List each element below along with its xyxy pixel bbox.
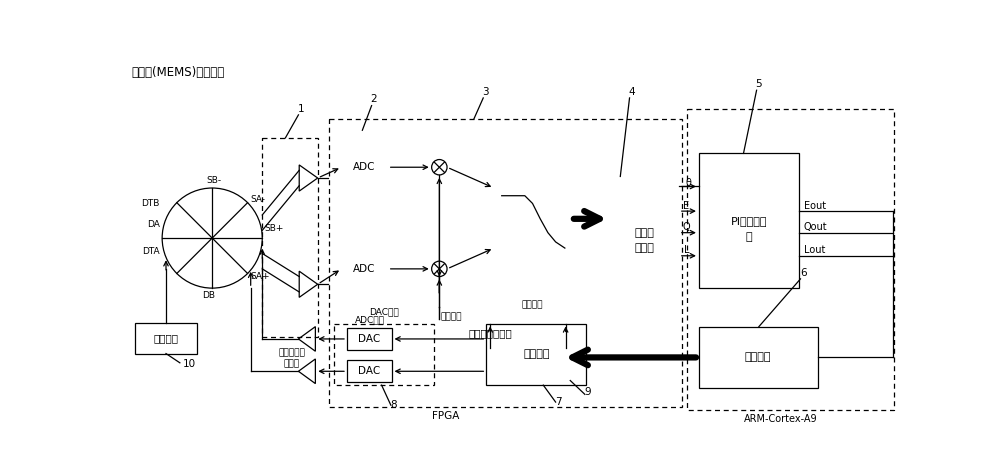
Text: E: E [683,201,690,211]
Bar [415,130,489,307]
Bar [347,360,392,382]
Text: ARM-Cortex-A9: ARM-Cortex-A9 [744,415,817,425]
Bar [135,323,197,354]
Text: 参数计: 参数计 [634,228,654,238]
Text: 坐标转换: 坐标转换 [745,352,771,362]
Text: SB-: SB- [206,176,221,185]
Text: ADC: ADC [353,264,376,274]
Text: FPGA: FPGA [432,411,459,421]
Text: SA-: SA- [250,195,265,204]
Text: DTA: DTA [142,248,160,257]
Bar [494,143,571,296]
Bar [342,258,388,280]
Bar [687,109,894,410]
Text: Q: Q [683,222,690,232]
Text: DAC: DAC [358,366,380,377]
Text: 10: 10 [183,358,196,368]
Text: SA+: SA+ [250,272,269,281]
Text: DB: DB [202,291,215,300]
Text: 3: 3 [482,87,489,97]
Bar [486,324,586,385]
Bar [262,138,318,337]
Text: 5: 5 [756,79,762,89]
Text: 算模块: 算模块 [634,243,654,253]
Bar [329,119,682,407]
Text: L: L [684,246,689,256]
Text: θ: θ [686,178,692,188]
Text: 前置放大电: 前置放大电 [278,348,305,357]
Text: DTB: DTB [141,199,160,208]
Text: DAC: DAC [358,334,380,344]
Text: DA: DA [147,220,160,228]
Text: 数字控制振荡器: 数字控制振荡器 [468,328,512,338]
Text: Lout: Lout [804,246,825,256]
Text: 块: 块 [746,231,752,241]
Text: 6: 6 [800,268,807,278]
Bar [415,319,566,348]
Bar [699,327,818,388]
Text: 调制模块: 调制模块 [523,349,550,359]
Text: 低通滤波: 低通滤波 [522,300,543,309]
Text: 4: 4 [629,87,635,97]
Text: 9: 9 [585,387,591,397]
Text: 路模块: 路模块 [283,359,300,368]
Text: SB+: SB+ [265,224,284,233]
Text: Eout: Eout [804,201,826,211]
Text: 8: 8 [390,400,396,410]
Text: ADC: ADC [353,162,376,172]
Bar [610,177,679,288]
Text: 微机电(MEMS)多环陀螺: 微机电(MEMS)多环陀螺 [131,66,225,79]
Text: ADC模块: ADC模块 [355,315,385,324]
Bar [699,153,799,288]
Text: Qout: Qout [804,222,827,232]
Text: 1: 1 [298,104,305,115]
Text: PI控制器模: PI控制器模 [731,216,767,226]
Text: DAC模块: DAC模块 [369,307,399,316]
Bar [342,156,388,179]
Text: 解调模块: 解调模块 [441,313,462,322]
Text: 调谐模块: 调谐模块 [154,333,178,343]
Bar [332,143,409,309]
Text: 2: 2 [371,94,377,104]
Bar [347,328,392,350]
Text: 7: 7 [555,397,562,407]
Bar [334,324,434,385]
